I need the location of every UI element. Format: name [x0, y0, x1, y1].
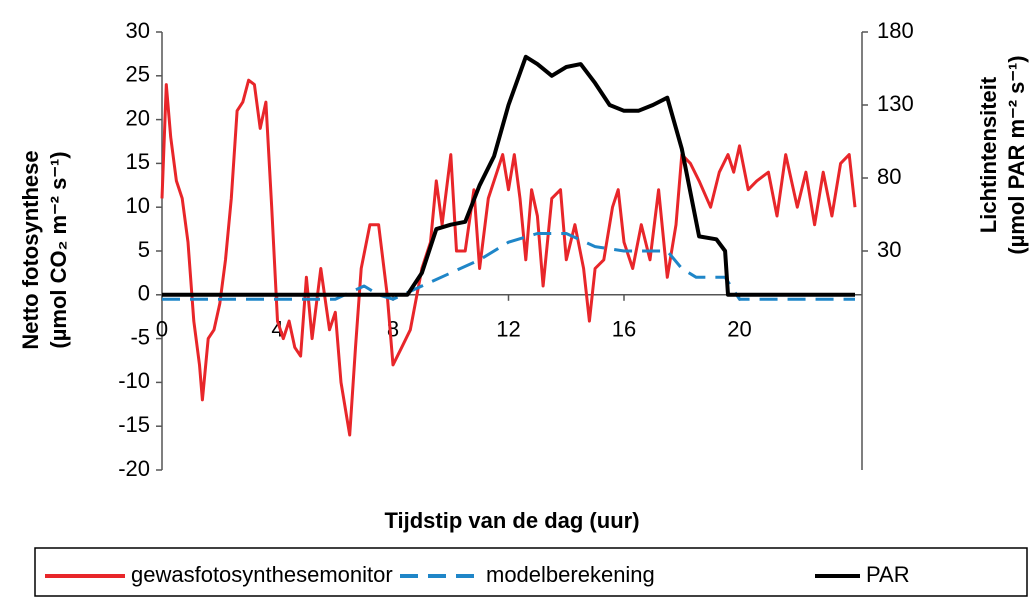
y2-axis-title-line: (µmol PAR m⁻² s⁻¹)	[1004, 55, 1029, 254]
y-tick-label: -15	[118, 412, 150, 437]
x-tick-label: 16	[612, 317, 636, 342]
y-tick-label: 25	[126, 62, 150, 87]
x-tick-label: 4	[271, 317, 283, 342]
y2-tick-label: 180	[877, 18, 914, 43]
legend-label: gewasfotosynthesemonitor	[131, 562, 393, 587]
y-axis-title: Netto fotosynthese (µmol CO₂ m⁻² s⁻¹)	[18, 150, 71, 349]
y-tick-label: 20	[126, 105, 150, 130]
x-axis-title: Tijdstip van de dag (uur)	[384, 508, 639, 533]
y-axis-title-line: (µmol CO₂ m⁻² s⁻¹)	[46, 151, 71, 348]
y-tick-label: 30	[126, 18, 150, 43]
y-tick-label: 0	[138, 281, 150, 306]
legend-label: PAR	[866, 562, 910, 587]
y-tick-label: 15	[126, 149, 150, 174]
y2-axis-title: Lichtintensiteit (µmol PAR m⁻² s⁻¹)	[976, 55, 1029, 254]
y-tick-label: -10	[118, 368, 150, 393]
series-line	[160, 78, 857, 437]
y-tick-label: 5	[138, 237, 150, 262]
legend-label: modelberekening	[486, 562, 655, 587]
y2-tick-label: 30	[877, 237, 901, 262]
x-tick-label: 12	[496, 317, 520, 342]
y-tick-label: -20	[118, 456, 150, 481]
legend-box	[34, 547, 1028, 597]
y2-axis-title-line: Lichtintensiteit	[976, 76, 1001, 233]
x-tick-label: 20	[727, 317, 751, 342]
series-line	[162, 54, 855, 297]
y2-tick-label: 130	[877, 91, 914, 116]
y-tick-label: 10	[126, 193, 150, 218]
y-tick-label: -5	[130, 324, 150, 349]
y-axis-title-line: Netto fotosynthese	[18, 150, 43, 349]
x-tick-label: 0	[156, 317, 168, 342]
y2-tick-label: 80	[877, 164, 901, 189]
